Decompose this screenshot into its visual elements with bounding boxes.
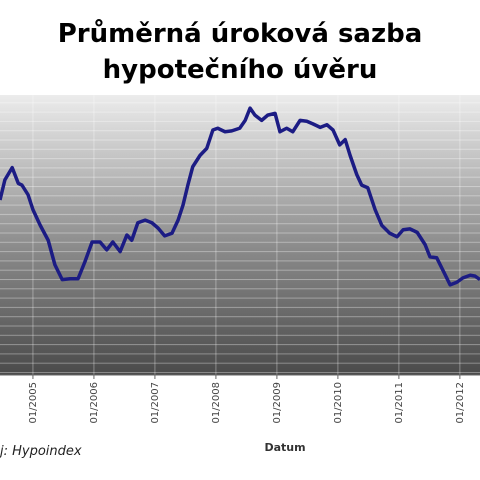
chart-title: Průměrná úroková sazba <box>58 18 423 49</box>
x-tick-label: 01/2008 <box>211 382 222 424</box>
source: j: Hypoindex <box>0 444 82 459</box>
x-tick-label: 01/2012 <box>455 382 466 424</box>
x-tick-label: 01/2006 <box>89 382 100 424</box>
x-axis-label: Datum <box>264 441 305 454</box>
x-tick-label: 01/2007 <box>150 382 161 424</box>
x-tick-label: 01/2010 <box>333 382 344 424</box>
chart-title: hypotečního úvěru <box>103 55 378 85</box>
x-tick-label: 01/2005 <box>28 382 39 424</box>
plot-stripes <box>0 95 480 375</box>
x-tick-label: 01/2011 <box>394 382 405 424</box>
line <box>0 106 480 287</box>
x-tick-label: 01/2009 <box>272 382 283 424</box>
